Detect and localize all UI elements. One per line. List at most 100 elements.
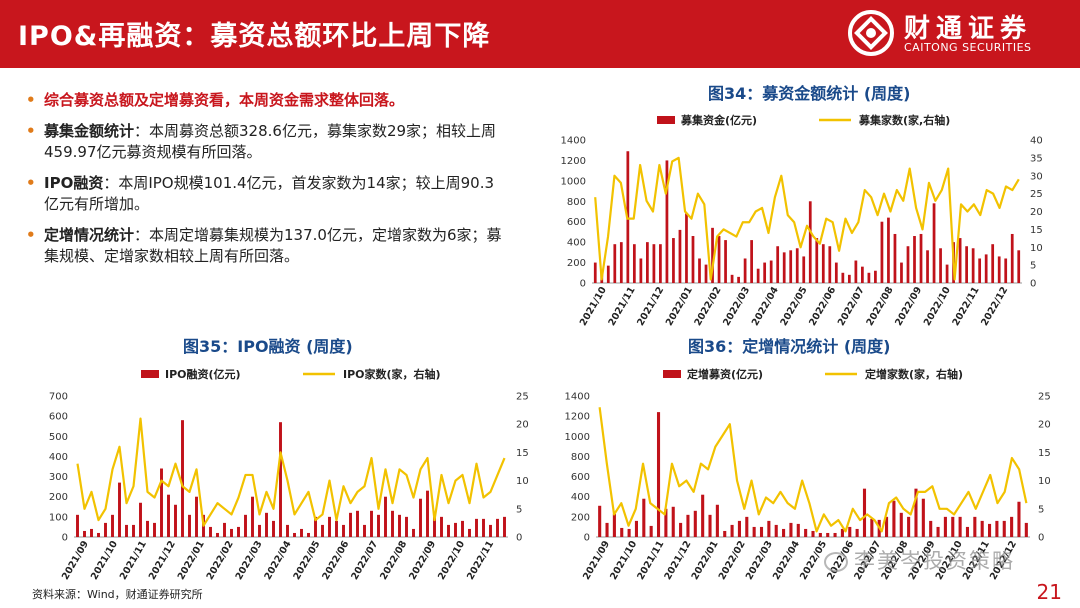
bar bbox=[782, 252, 786, 283]
legend-bar-swatch bbox=[141, 370, 159, 378]
bar bbox=[743, 258, 747, 283]
logo-emblem-icon bbox=[848, 10, 894, 56]
bar bbox=[855, 528, 859, 537]
bar bbox=[90, 528, 93, 537]
series-line bbox=[598, 407, 1028, 533]
bar bbox=[258, 524, 261, 537]
bar bbox=[958, 238, 962, 283]
bar bbox=[1004, 258, 1008, 283]
bar bbox=[405, 516, 408, 537]
bar bbox=[789, 250, 793, 283]
bullet-dot-icon: • bbox=[26, 174, 36, 192]
logo-text-cn: 财通证券 bbox=[904, 14, 1033, 44]
bar bbox=[659, 244, 662, 283]
y-tick-label-right: 25 bbox=[516, 392, 529, 403]
x-tick-label: 2022/05 bbox=[291, 539, 322, 582]
x-tick-label: 2022/04 bbox=[263, 539, 294, 582]
bar bbox=[907, 516, 911, 537]
bar bbox=[828, 246, 832, 283]
bar bbox=[230, 528, 233, 537]
bar bbox=[804, 528, 808, 537]
x-tick-label: 2022/05 bbox=[779, 285, 810, 328]
bar bbox=[900, 262, 903, 283]
y-tick-label-right: 10 bbox=[1030, 243, 1043, 254]
bar bbox=[892, 500, 896, 537]
bar bbox=[932, 203, 936, 283]
watermark: 李美岑投资策略 bbox=[824, 545, 1015, 575]
y-tick-label-left: 700 bbox=[49, 392, 68, 403]
bar bbox=[606, 265, 610, 283]
bar bbox=[818, 532, 822, 537]
bar bbox=[244, 514, 247, 537]
y-tick-label-left: 200 bbox=[49, 492, 68, 503]
x-tick-label: 2022/09 bbox=[893, 285, 924, 328]
bar bbox=[708, 514, 712, 537]
bar bbox=[685, 213, 688, 283]
bar bbox=[593, 262, 597, 283]
bar bbox=[132, 524, 135, 537]
bar bbox=[874, 270, 877, 283]
bar bbox=[265, 512, 268, 537]
x-tick-label: 2021/12 bbox=[662, 539, 693, 582]
bar bbox=[251, 496, 254, 537]
bullet-item: • 综合募资总额及定增募资看，本周资金需求整体回落。 bbox=[26, 90, 506, 111]
bar bbox=[160, 468, 163, 537]
x-tick-label: 2022/08 bbox=[378, 539, 409, 582]
y-tick-label-left: 1000 bbox=[561, 176, 586, 187]
x-tick-label: 2022/06 bbox=[807, 285, 838, 328]
bar bbox=[834, 262, 838, 283]
bar bbox=[693, 510, 697, 537]
fig36-chart: 定增募资(亿元) 定增家数(家，右轴)0200400600800100012001… bbox=[565, 367, 1051, 582]
bar bbox=[730, 274, 734, 283]
company-logo: 财通证券 CAITONG SECURITIES bbox=[846, 8, 1056, 60]
bar bbox=[939, 248, 942, 283]
y-tick-label-left: 200 bbox=[571, 512, 590, 523]
y-tick-label-left: 0 bbox=[580, 279, 586, 290]
bar bbox=[880, 221, 884, 283]
x-tick-label: 2022/08 bbox=[865, 285, 896, 328]
bar bbox=[652, 244, 656, 283]
bar bbox=[195, 496, 198, 537]
bar bbox=[752, 526, 756, 537]
bullet-dot-icon: • bbox=[26, 122, 36, 140]
fig34-title: 图34：募资金额统计 (周度) bbox=[708, 84, 911, 103]
legend-label: 募集家数(家,右轴) bbox=[858, 113, 950, 127]
bar bbox=[342, 524, 345, 537]
bar bbox=[433, 516, 436, 537]
bar bbox=[978, 258, 982, 283]
bar bbox=[929, 520, 933, 537]
bar bbox=[335, 520, 338, 537]
bar bbox=[769, 260, 773, 283]
bar bbox=[847, 274, 851, 283]
x-tick-label: 2021/09 bbox=[581, 539, 612, 582]
y-tick-label-right: 35 bbox=[1030, 153, 1043, 164]
bar bbox=[678, 229, 682, 283]
bullet-text: ：本周定增募集规模为137.0亿元，定增家数为6家；募集规模、定增家数相较上周有… bbox=[44, 226, 502, 265]
bar bbox=[426, 490, 429, 537]
x-tick-label: 2021/10 bbox=[578, 285, 609, 328]
y-tick-label-left: 0 bbox=[62, 533, 68, 544]
legend-label: IPO融资(亿元) bbox=[165, 367, 241, 381]
bar bbox=[454, 522, 457, 537]
bar bbox=[951, 516, 955, 537]
bar bbox=[174, 504, 177, 537]
bar bbox=[1017, 250, 1021, 283]
x-tick-label: 2022/02 bbox=[205, 539, 236, 582]
bar bbox=[965, 526, 970, 537]
logo-text-en: CAITONG SECURITIES bbox=[904, 41, 1032, 54]
bullet-dot-icon: • bbox=[26, 226, 36, 244]
bar bbox=[384, 496, 387, 537]
bar bbox=[984, 254, 988, 283]
bar bbox=[598, 505, 602, 537]
page-number: 21 bbox=[1036, 580, 1062, 604]
y-tick-label-right: 0 bbox=[1030, 279, 1036, 290]
bar bbox=[300, 528, 303, 537]
bullet-item: • 定增情况统计：本周定增募集规模为137.0亿元，定增家数为6家；募集规模、定… bbox=[26, 225, 506, 267]
bar bbox=[867, 272, 871, 283]
bar bbox=[958, 516, 962, 537]
bar bbox=[767, 520, 771, 537]
bullet-text: ：本周IPO规模101.4亿元，首发家数为14家；较上周90.3亿元有所增加。 bbox=[44, 174, 495, 213]
bar bbox=[419, 498, 422, 537]
bar bbox=[237, 526, 240, 537]
bar bbox=[808, 201, 812, 283]
